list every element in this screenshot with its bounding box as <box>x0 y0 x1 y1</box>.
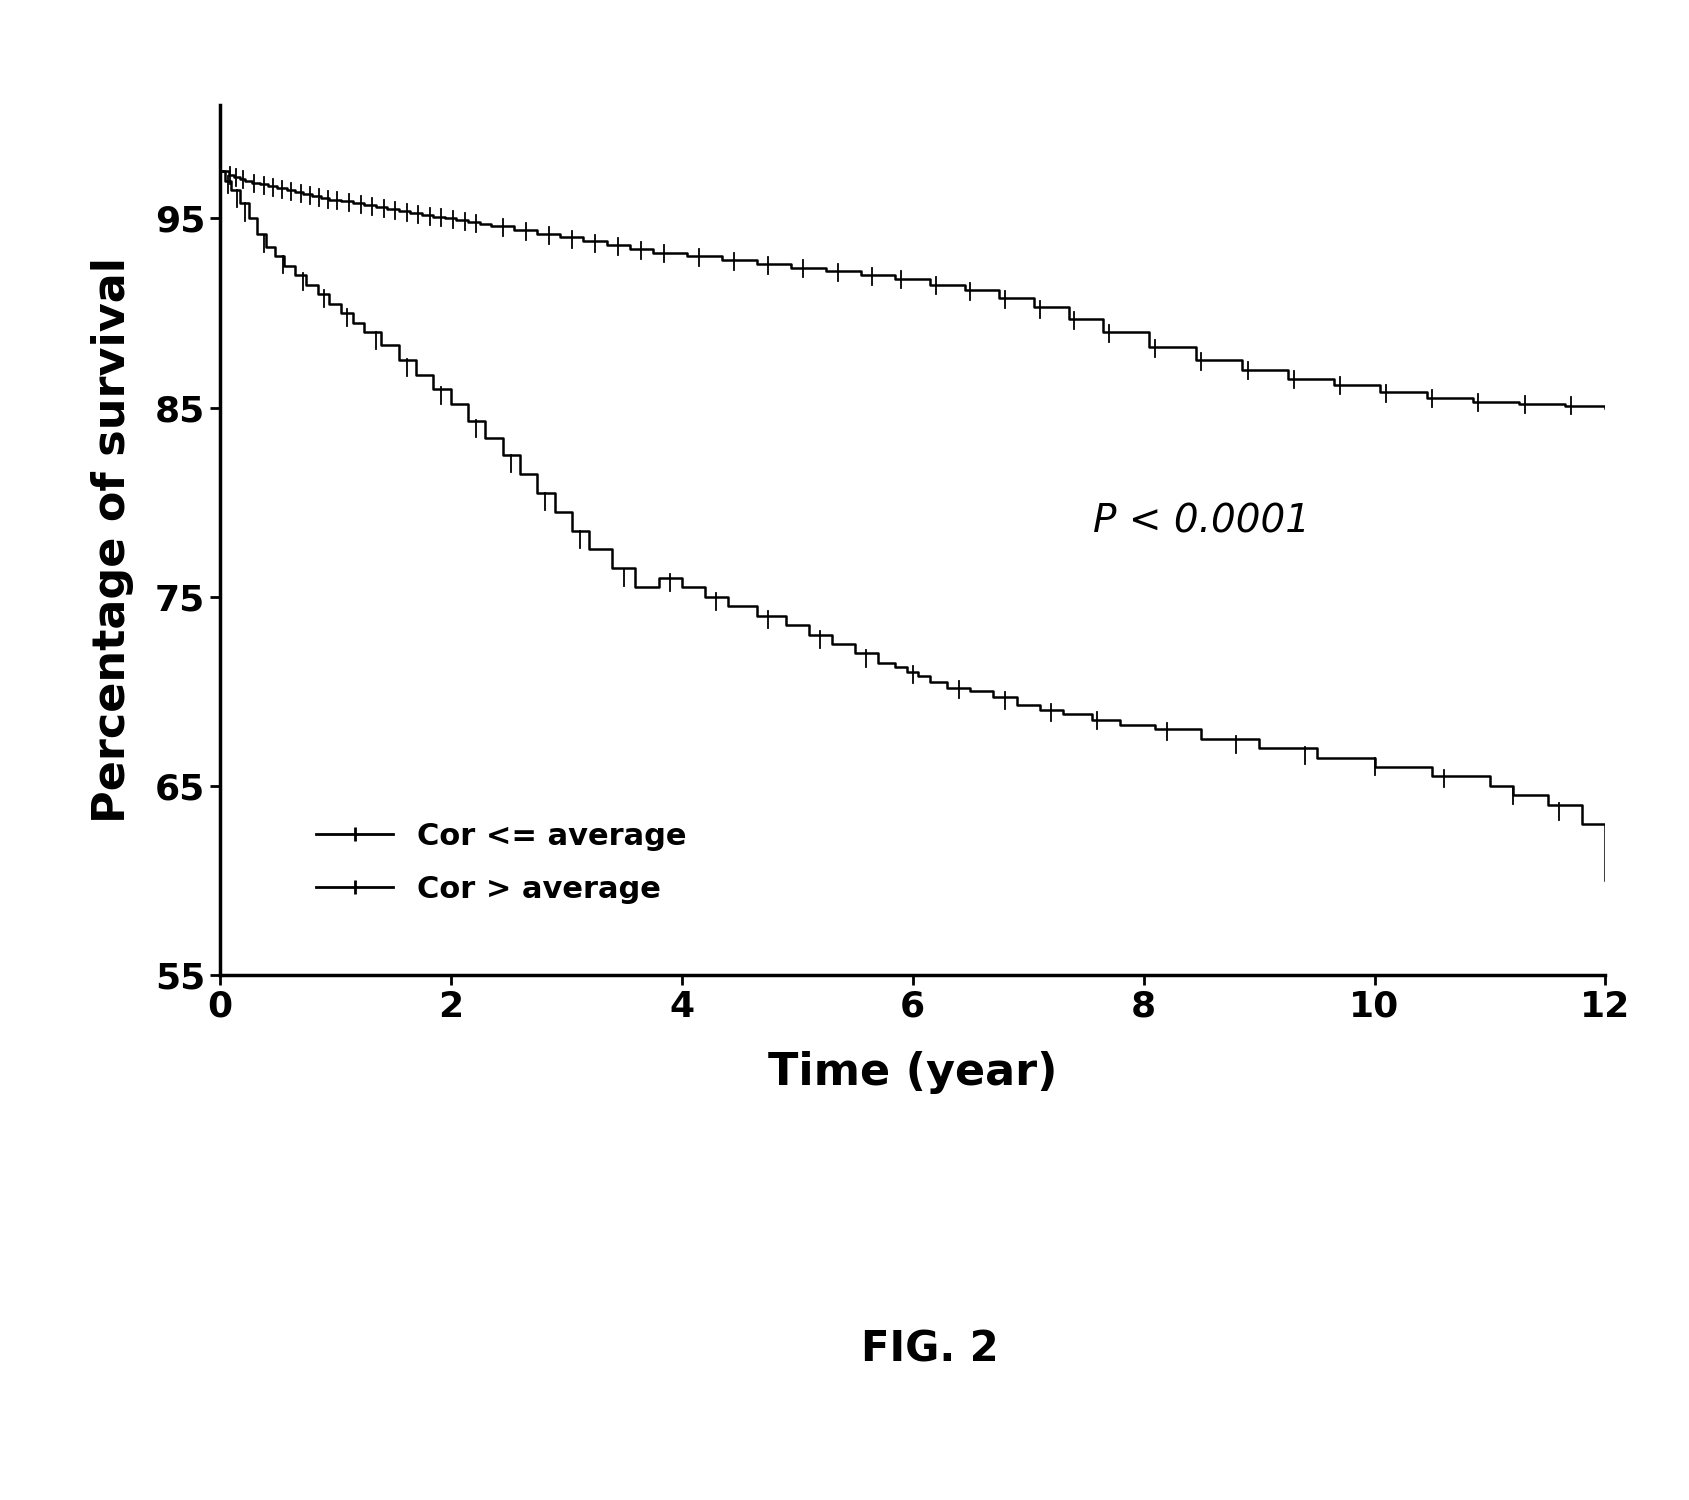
Text: FIG. 2: FIG. 2 <box>860 1329 998 1371</box>
Text: P < 0.0001: P < 0.0001 <box>1093 503 1309 540</box>
Y-axis label: Percentage of survival: Percentage of survival <box>91 256 133 824</box>
Legend: Cor <= average, Cor > average: Cor <= average, Cor > average <box>304 810 699 916</box>
X-axis label: Time (year): Time (year) <box>767 1052 1057 1095</box>
